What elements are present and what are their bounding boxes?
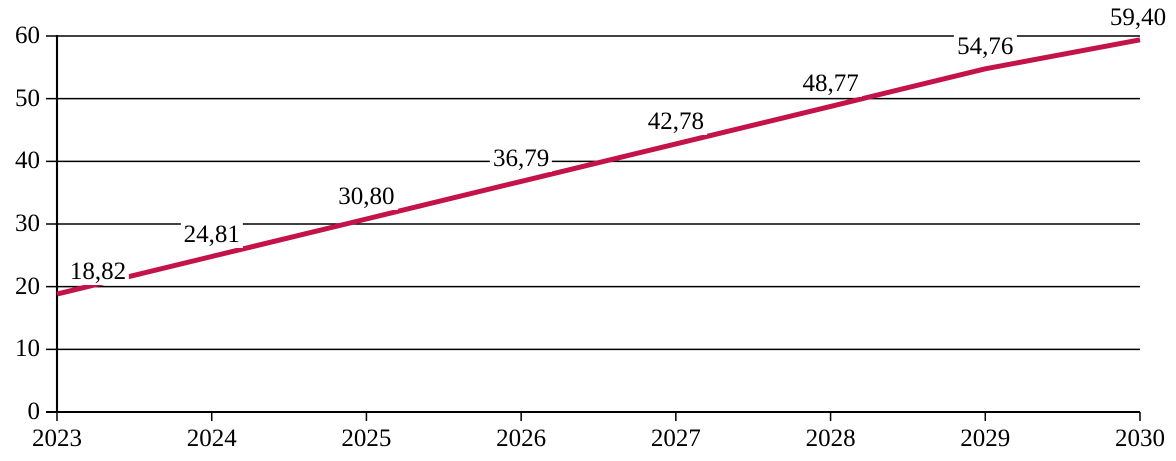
data-point-label: 59,40 xyxy=(1106,4,1170,31)
data-point-label: 30,80 xyxy=(335,183,398,210)
data-series-line xyxy=(56,37,1141,297)
y-axis-tick-label: 0 xyxy=(27,398,41,425)
data-point-label: 24,81 xyxy=(180,221,243,248)
y-axis-tick-label: 50 xyxy=(15,84,40,112)
x-axis-tick-label: 2026 xyxy=(496,425,547,452)
y-axis-tick-label: 10 xyxy=(15,335,40,363)
y-axis-tick-label: 30 xyxy=(15,210,40,237)
data-point-label: 54,76 xyxy=(954,33,1017,60)
y-axis-tick-label: 20 xyxy=(15,272,40,300)
data-point-label: 48,77 xyxy=(799,71,862,98)
data-point-label: 42,78 xyxy=(644,108,707,135)
y-axis-tick-label: 40 xyxy=(15,147,40,175)
x-axis-tick-label: 2025 xyxy=(341,425,392,452)
x-axis-tick-label: 2023 xyxy=(32,425,82,452)
x-axis-tick-label: 2030 xyxy=(1115,425,1165,452)
data-point-label: 36,79 xyxy=(490,146,553,173)
x-axis-tick-label: 2027 xyxy=(650,425,701,452)
x-axis-tick-label: 2028 xyxy=(805,425,856,452)
x-axis-tick-label: 2024 xyxy=(186,425,237,452)
data-point-label: 18,82 xyxy=(66,259,130,286)
x-axis-tick-label: 2029 xyxy=(960,425,1011,452)
y-axis-tick-label: 60 xyxy=(15,22,40,49)
